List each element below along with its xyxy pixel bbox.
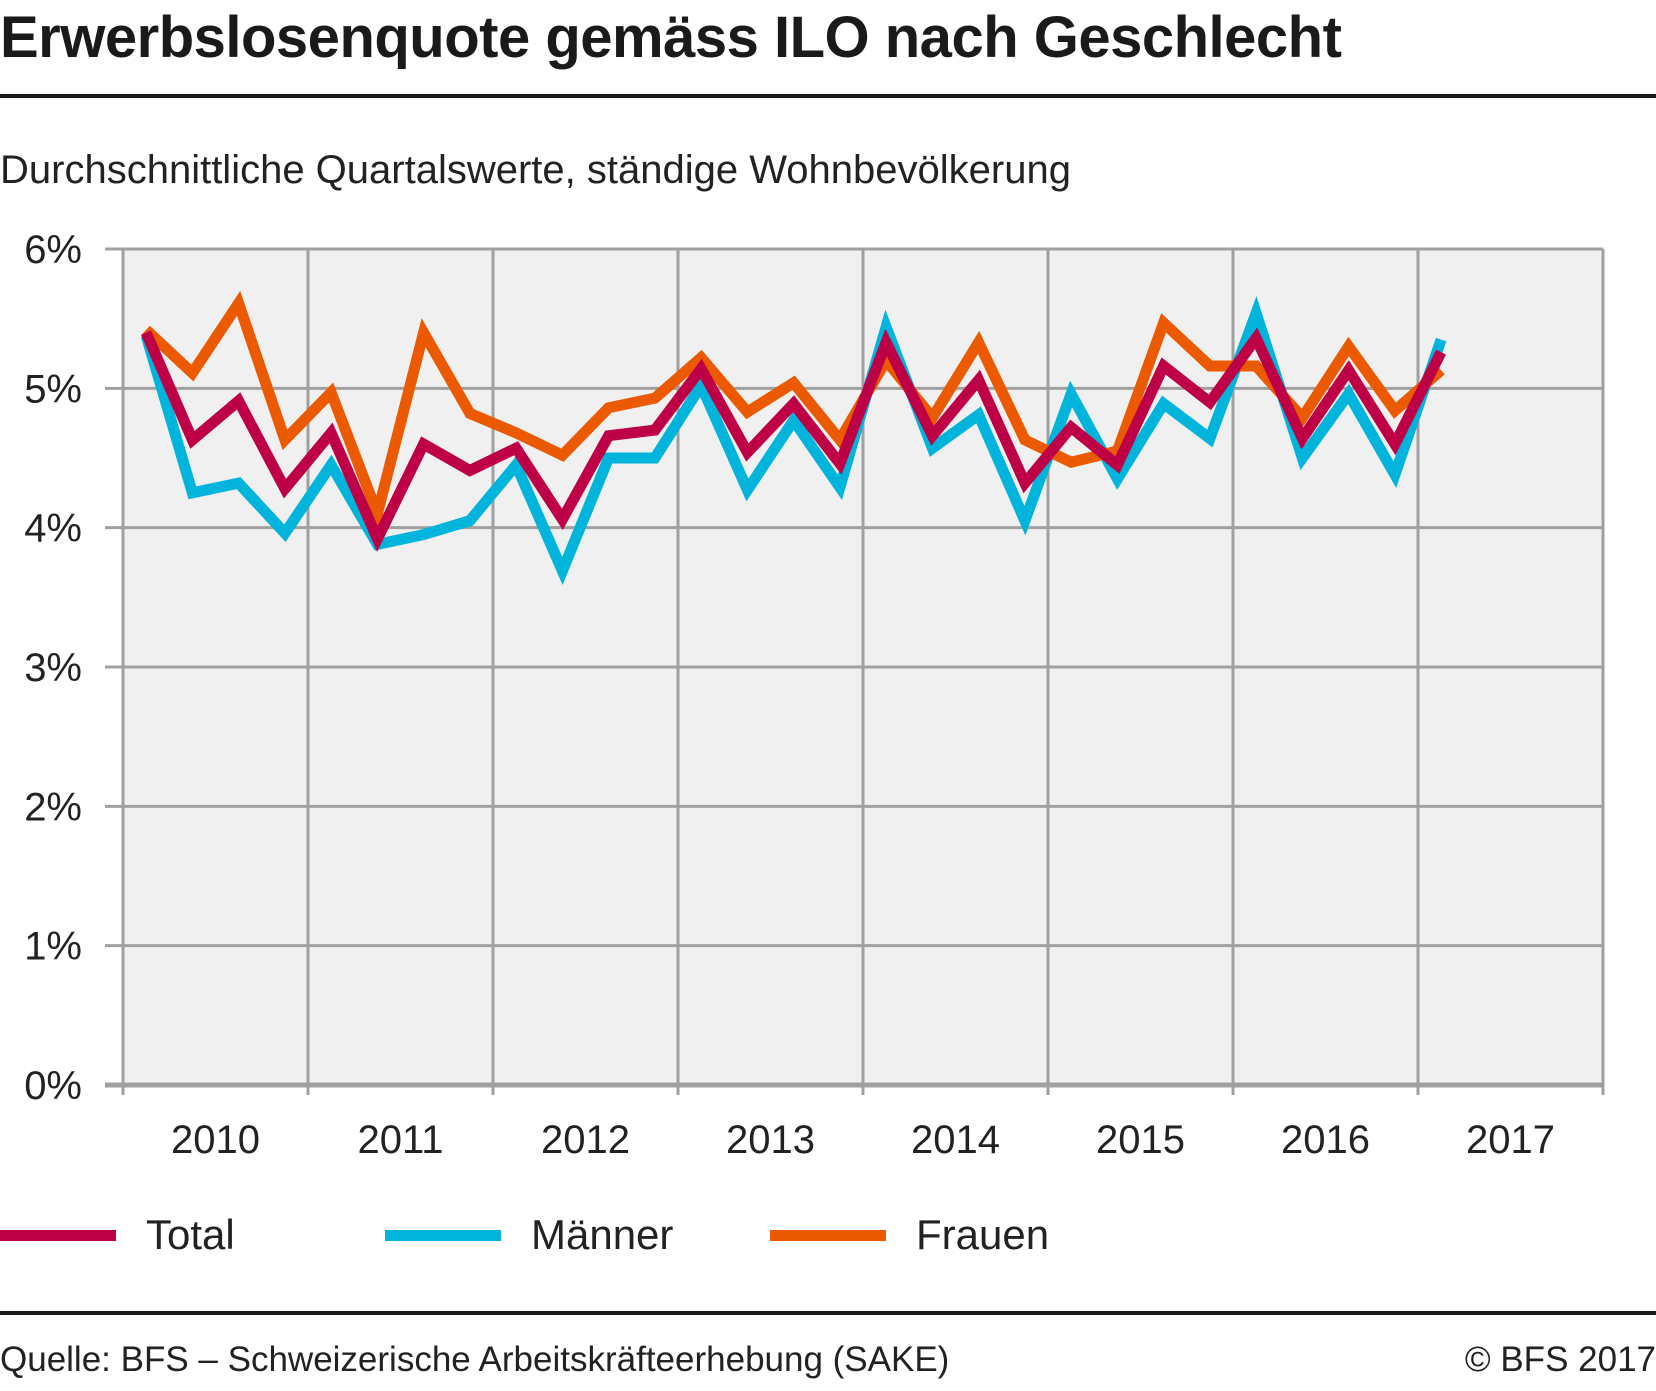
x-tick-label: 2017	[1466, 1118, 1555, 1162]
source-note: Quelle: BFS – Schweizerische Arbeitskräf…	[0, 1340, 950, 1379]
series-line-frauen	[142, 290, 1445, 532]
line-chart: 0%1%2%3%4%5%6% 2010 2011 2012 2013 2014 2015 2…	[24, 228, 1605, 1162]
legend-item-maenner: Männer	[385, 1205, 673, 1265]
legend-label-frauen: Frauen	[916, 1211, 1050, 1258]
y-tick-label: 5%	[24, 367, 82, 411]
series-lines	[140, 290, 1447, 586]
y-tick-label: 4%	[24, 507, 82, 551]
legend-swatch-frauen	[770, 1229, 886, 1241]
x-tick-label: 2011	[357, 1118, 443, 1162]
x-tick-label: 2010	[171, 1118, 260, 1162]
x-axis: 2010 2011 2012 2013 2014 2015 2016 2017	[171, 1118, 1555, 1162]
legend-swatch-total	[0, 1229, 116, 1241]
y-tick-label: 1%	[24, 925, 82, 969]
y-axis: 0% 1% 2% 3% 4% 5% 6%	[24, 228, 82, 1108]
chart-title: Erwerbslosenquote gemäss ILO nach Geschl…	[0, 5, 1342, 70]
y-tick-label: 6%	[24, 228, 82, 272]
x-tick-label: 2015	[1096, 1118, 1185, 1162]
y-tick-label: 3%	[24, 646, 82, 690]
grid	[105, 247, 1605, 1095]
x-tick-label: 2014	[911, 1118, 1000, 1162]
legend-item-frauen: Frauen	[770, 1205, 1049, 1265]
legend-swatch-maenner	[385, 1229, 501, 1241]
series-line-maenner	[140, 296, 1447, 586]
title-divider	[0, 94, 1656, 98]
copyright-note: © BFS 2017	[1464, 1340, 1656, 1379]
legend-label-maenner: Männer	[531, 1211, 674, 1258]
footer-divider	[0, 1311, 1656, 1315]
x-tick-label: 2012	[541, 1118, 630, 1162]
legend: Total Männer Frauen	[0, 1205, 1200, 1265]
x-tick-label: 2013	[726, 1118, 815, 1162]
legend-label-total: Total	[146, 1211, 235, 1258]
y-tick-label: 0%	[24, 1064, 82, 1108]
x-tick-label: 2016	[1281, 1118, 1370, 1162]
y-tick-label: 2%	[24, 785, 82, 829]
series-line-total	[141, 327, 1447, 552]
chart-subtitle: Durchschnittliche Quartalswerte, ständig…	[0, 148, 1071, 192]
legend-item-total: Total	[0, 1205, 235, 1265]
